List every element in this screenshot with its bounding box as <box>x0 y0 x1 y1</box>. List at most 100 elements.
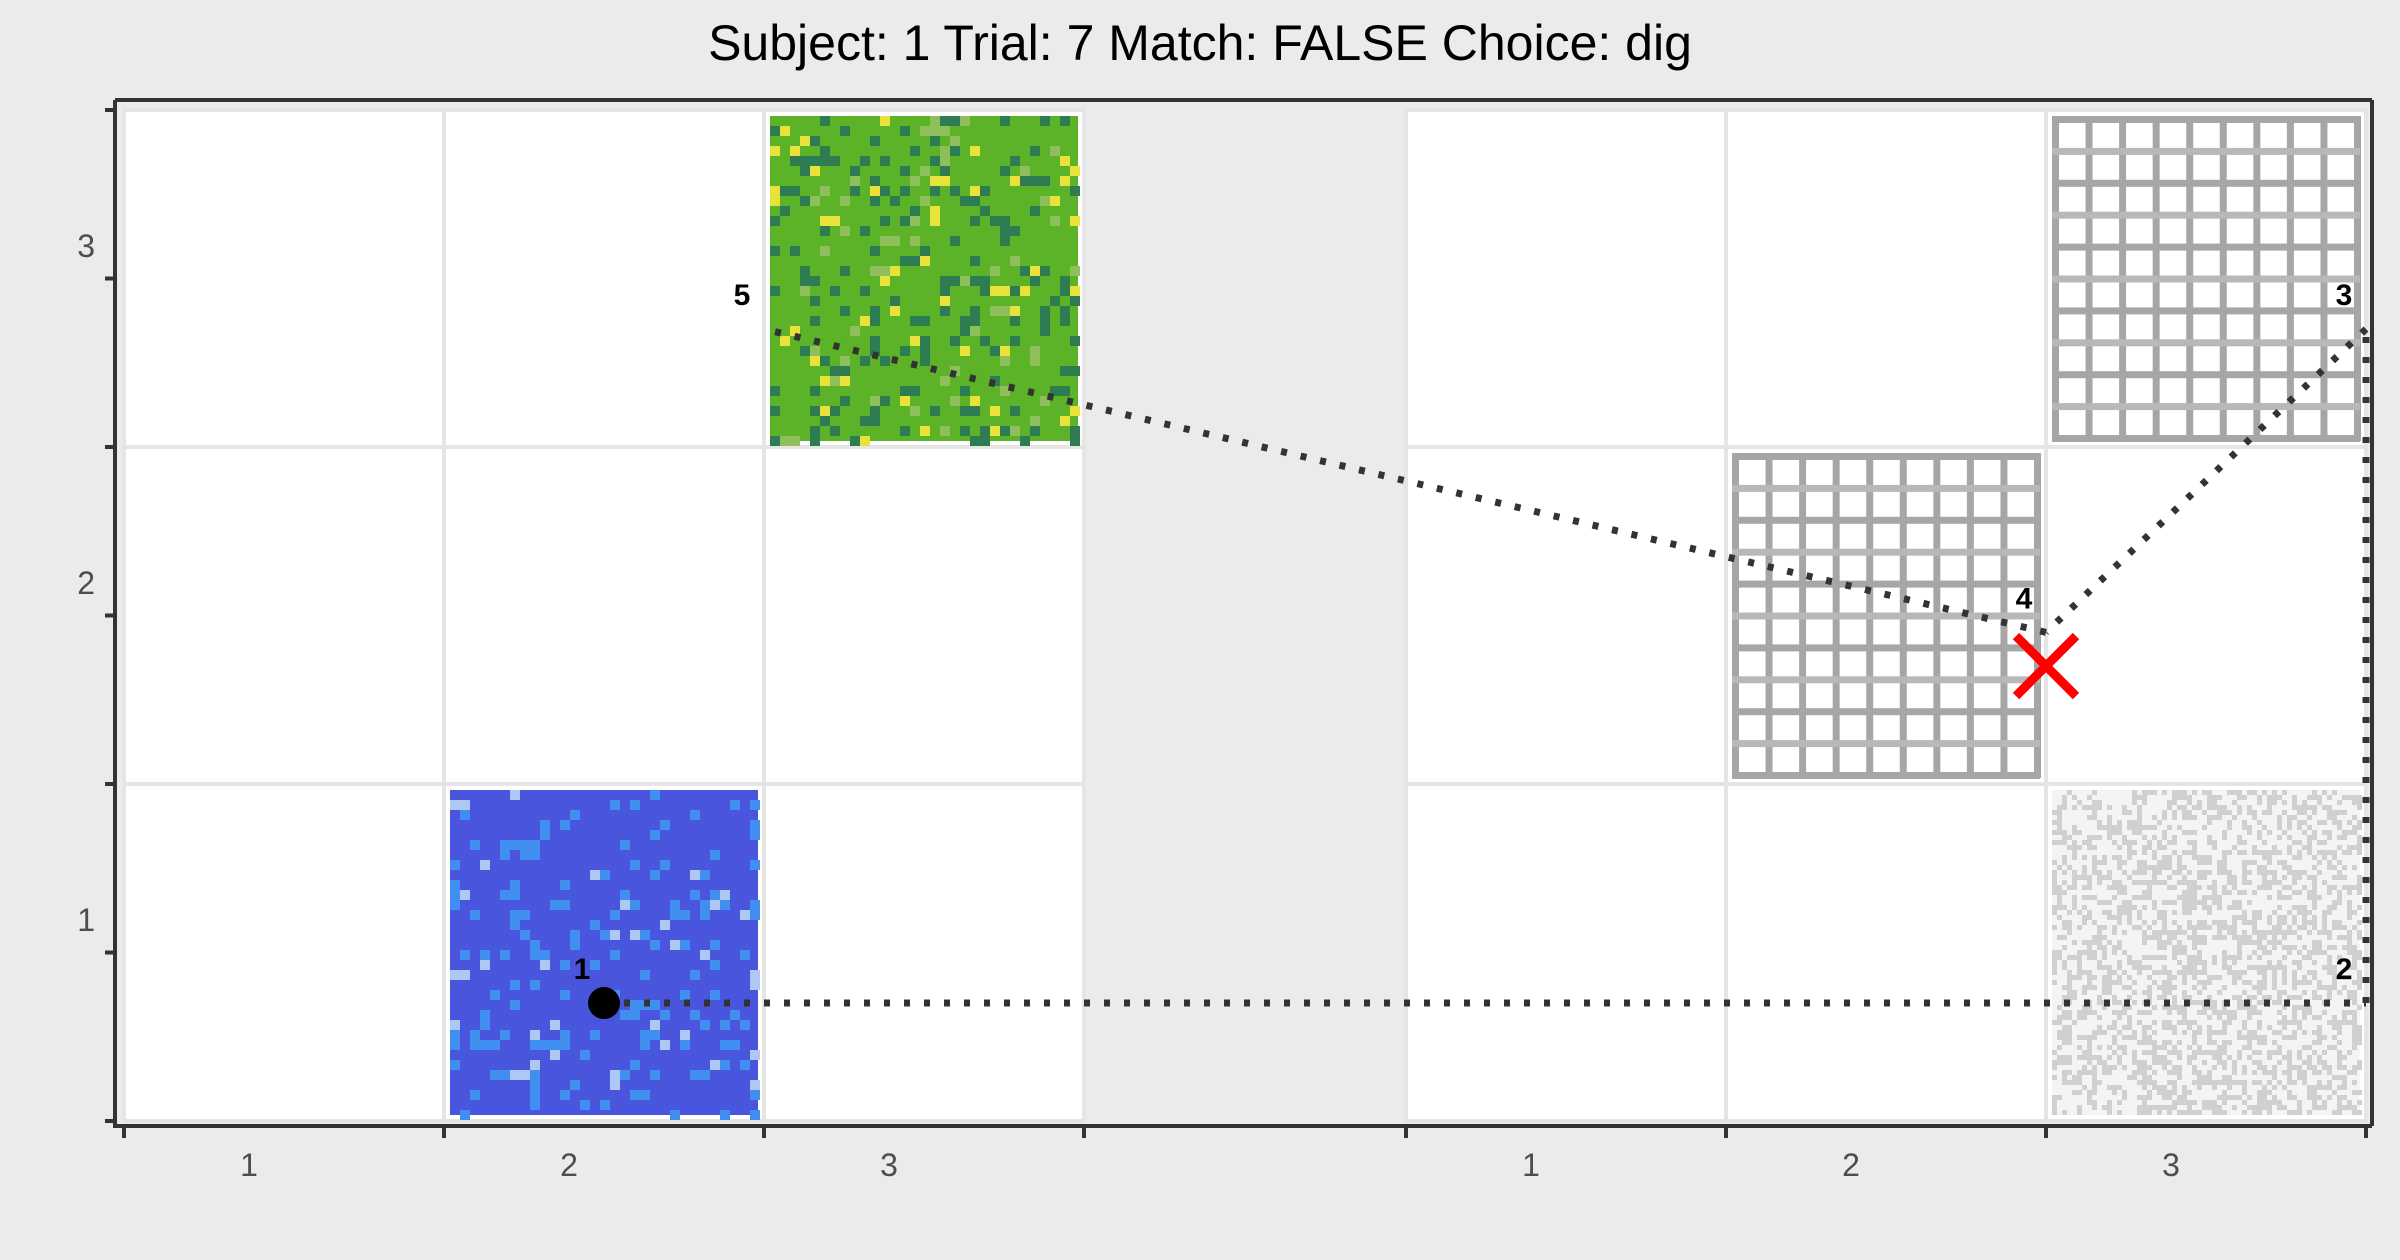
tile-speck <box>2302 1070 2307 1075</box>
tile-speck <box>2142 1095 2147 1100</box>
tile-speck <box>2102 1060 2107 1065</box>
grid-cell <box>1404 445 1728 786</box>
tile-speck <box>2307 1110 2312 1115</box>
tile-speck <box>2317 795 2322 800</box>
tile-speck <box>2272 945 2277 950</box>
tile-speck <box>2357 980 2362 985</box>
tile-speck <box>490 990 500 1000</box>
tile-bar <box>2052 147 2360 155</box>
tile-speck <box>880 216 890 226</box>
tile-bar <box>1732 772 2040 779</box>
tile-speck <box>2297 875 2302 880</box>
tile-speck <box>2267 1070 2272 1075</box>
tile-speck <box>2127 915 2132 920</box>
tile-speck <box>2232 1060 2237 1065</box>
tile-speck <box>830 426 840 436</box>
tile-speck <box>2082 1085 2087 1090</box>
tile-speck <box>2327 885 2332 890</box>
tile-speck <box>2322 840 2327 845</box>
tile-speck <box>2082 1050 2087 1055</box>
tile-speck <box>560 900 570 910</box>
tile-speck <box>2302 885 2307 890</box>
tile-speck <box>2192 955 2197 960</box>
tile-speck <box>2257 830 2262 835</box>
tile-speck <box>2182 865 2187 870</box>
tile-speck <box>1000 116 1010 126</box>
tile-speck <box>2302 1045 2307 1050</box>
tile-speck <box>2312 1100 2317 1105</box>
tile-speck <box>460 970 470 980</box>
tile-speck <box>2187 830 2192 835</box>
tile-speck <box>2152 835 2157 840</box>
tile-speck <box>750 900 760 910</box>
tile-speck <box>2342 830 2347 835</box>
tile-speck <box>2292 795 2297 800</box>
tile-speck <box>2262 855 2267 860</box>
tile-speck <box>2312 895 2317 900</box>
tile-speck <box>2147 1090 2152 1095</box>
tile-speck <box>2162 995 2167 1000</box>
tile-speck <box>2252 1010 2257 1015</box>
tile-speck <box>2057 895 2062 900</box>
tile-speck <box>2197 955 2202 960</box>
tile-speck <box>2112 995 2117 1000</box>
tile-speck <box>2317 1030 2322 1035</box>
tile-speck <box>2177 1075 2182 1080</box>
tile-speck <box>680 940 690 950</box>
tile-speck <box>2312 835 2317 840</box>
tile-speck <box>2127 995 2132 1000</box>
tile-speck <box>2352 865 2357 870</box>
tile-speck <box>2132 1030 2137 1035</box>
tile-speck <box>2217 1095 2222 1100</box>
tile-speck <box>2177 960 2182 965</box>
tile-speck <box>2357 1005 2362 1010</box>
tile-speck <box>710 960 720 970</box>
tile-speck <box>2082 920 2087 925</box>
tile-speck <box>2202 1080 2207 1085</box>
tile-speck <box>2142 1025 2147 1030</box>
tile-speck <box>2147 1065 2152 1070</box>
tile-speck <box>2322 1010 2327 1015</box>
tile-speck <box>2062 920 2067 925</box>
tile-speck <box>2107 1025 2112 1030</box>
x-tick-label: 1 <box>240 1147 258 1183</box>
tile-speck <box>2252 1105 2257 1110</box>
tile-speck <box>2187 1060 2192 1065</box>
tile-speck <box>2087 915 2092 920</box>
tile-speck <box>2197 990 2202 995</box>
tile-speck <box>2312 950 2317 955</box>
tile-speck <box>2137 860 2142 865</box>
tile-speck <box>2142 865 2147 870</box>
grid-cell <box>762 782 1086 1123</box>
tile-speck <box>2082 865 2087 870</box>
tile-speck <box>2277 1080 2282 1085</box>
tile-speck <box>2147 1050 2152 1055</box>
tile-speck <box>2307 1010 2312 1015</box>
tile-speck <box>2202 875 2207 880</box>
tile-speck <box>770 146 780 156</box>
tile-speck <box>2172 975 2177 980</box>
tile-speck <box>2237 975 2242 980</box>
tile-speck <box>2247 790 2252 795</box>
tile-speck <box>2232 960 2237 965</box>
tile-speck <box>2167 860 2172 865</box>
tile-speck <box>610 800 620 810</box>
tile-speck <box>990 426 1000 436</box>
tile-speck <box>2222 1025 2227 1030</box>
tile-speck <box>2202 1105 2207 1110</box>
grid-cell <box>1724 108 2048 449</box>
tile-speck <box>2217 1080 2222 1085</box>
tile-speck <box>2227 930 2232 935</box>
tile-speck <box>2347 1050 2352 1055</box>
tile-speck <box>2232 875 2237 880</box>
tile-speck <box>2337 845 2342 850</box>
tile-speck <box>2247 900 2252 905</box>
x-tick-label: 2 <box>1842 1147 1860 1183</box>
tile-speck <box>580 1100 590 1110</box>
tile-speck <box>2167 1010 2172 1015</box>
tile-speck <box>710 940 720 950</box>
tile-speck <box>770 246 780 256</box>
tile-speck <box>2352 1010 2357 1015</box>
tile-speck <box>2117 980 2122 985</box>
tile-speck <box>2252 1030 2257 1035</box>
